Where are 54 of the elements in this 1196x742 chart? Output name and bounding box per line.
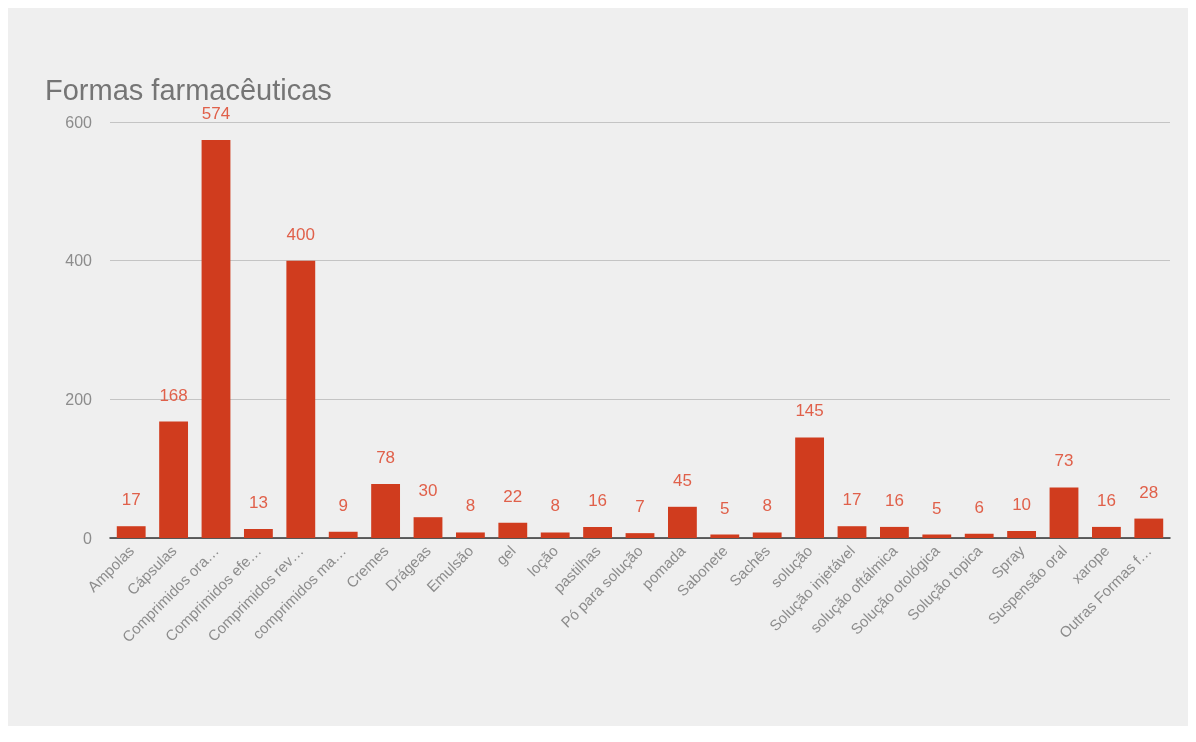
bar: [540, 532, 570, 538]
bar: [1049, 487, 1079, 538]
data-label: 28: [1139, 482, 1159, 502]
y-tick-label: 0: [83, 529, 93, 547]
data-label: 574: [201, 104, 231, 124]
data-label: 168: [159, 385, 188, 405]
data-label: 400: [286, 224, 315, 244]
data-label: 7: [635, 497, 645, 517]
data-label: 16: [884, 490, 904, 510]
bar: [1134, 518, 1164, 538]
data-label: 8: [465, 496, 476, 516]
bar: [286, 260, 316, 538]
bar: [243, 528, 273, 538]
x-tick-label: gel: [492, 541, 519, 569]
bar: [413, 517, 443, 538]
data-label: 78: [376, 447, 396, 467]
y-tick-label: 600: [65, 113, 93, 131]
data-label: 17: [121, 490, 141, 510]
bar: [964, 533, 994, 538]
data-label: 10: [1012, 495, 1032, 515]
data-label: 145: [795, 401, 824, 421]
bar: [795, 437, 825, 538]
bar: [159, 421, 189, 538]
bar: [328, 531, 358, 538]
bar: [116, 526, 146, 538]
y-tick-label: 200: [65, 390, 93, 408]
data-label: 45: [672, 470, 692, 490]
bar: [879, 526, 909, 538]
data-label: 9: [338, 495, 348, 515]
data-label: 6: [974, 497, 984, 517]
bar: [667, 506, 697, 538]
bar: [837, 526, 867, 538]
data-label: 16: [588, 490, 608, 510]
bar: [625, 533, 655, 538]
bar: [455, 532, 485, 538]
data-label: 8: [550, 496, 560, 516]
data-label: 17: [842, 490, 862, 510]
y-tick-label: 400: [65, 252, 93, 270]
data-label: 16: [1096, 490, 1116, 510]
data-label: 73: [1054, 451, 1074, 471]
chart-title: Formas farmacêuticas: [45, 73, 332, 106]
bar: [371, 483, 401, 538]
data-label: 30: [418, 481, 438, 501]
bar: [752, 532, 782, 538]
data-label: 5: [932, 498, 942, 518]
bar: [201, 140, 231, 538]
bar: [1007, 531, 1037, 538]
bar: [583, 526, 613, 538]
data-label: 22: [503, 486, 523, 506]
bar: [498, 522, 528, 538]
data-label: 13: [248, 492, 268, 512]
data-label: 8: [762, 496, 772, 516]
data-label: 5: [720, 498, 730, 518]
bar: [1091, 526, 1121, 538]
